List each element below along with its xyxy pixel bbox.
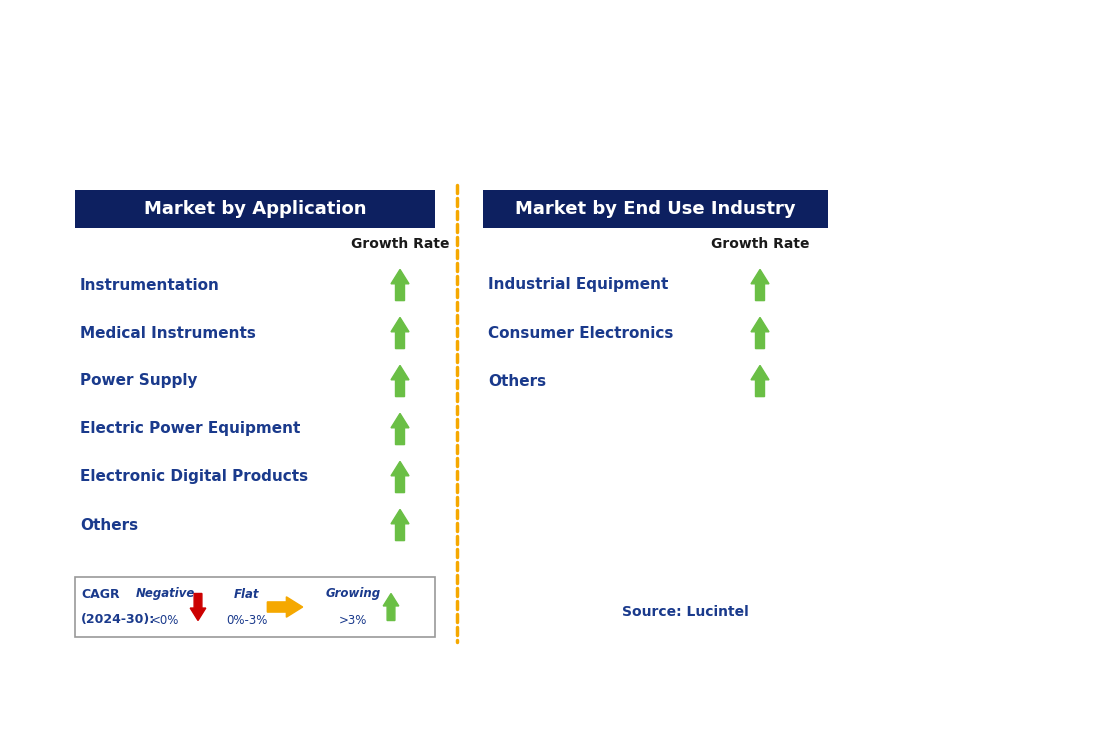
Text: CAGR: CAGR <box>81 588 119 600</box>
Text: Market by Application: Market by Application <box>144 200 366 218</box>
Text: Industrial Equipment: Industrial Equipment <box>488 277 668 293</box>
Polygon shape <box>392 366 409 397</box>
Text: Others: Others <box>80 518 138 533</box>
Text: Electric Power Equipment: Electric Power Equipment <box>80 421 301 436</box>
Polygon shape <box>751 270 769 301</box>
FancyBboxPatch shape <box>483 190 828 228</box>
Text: Negative: Negative <box>135 588 195 600</box>
Polygon shape <box>383 594 399 620</box>
Text: (2024-30):: (2024-30): <box>81 614 155 626</box>
Text: Electronic Digital Products: Electronic Digital Products <box>80 470 309 484</box>
Text: 0%-3%: 0%-3% <box>227 614 268 626</box>
Polygon shape <box>392 461 409 493</box>
Text: Instrumentation: Instrumentation <box>80 277 220 293</box>
Polygon shape <box>392 317 409 348</box>
Text: Growth Rate: Growth Rate <box>711 237 810 251</box>
Polygon shape <box>268 597 303 617</box>
Text: <0%: <0% <box>150 614 179 626</box>
Text: Consumer Electronics: Consumer Electronics <box>488 325 674 340</box>
Text: Growing: Growing <box>325 588 380 600</box>
Polygon shape <box>392 413 409 444</box>
FancyBboxPatch shape <box>75 190 435 228</box>
Polygon shape <box>751 317 769 348</box>
Text: Source: Lucintel: Source: Lucintel <box>622 605 749 619</box>
FancyBboxPatch shape <box>75 577 435 637</box>
Polygon shape <box>190 594 206 620</box>
Text: >3%: >3% <box>338 614 367 626</box>
Text: Growth Rate: Growth Rate <box>351 237 449 251</box>
Polygon shape <box>751 366 769 397</box>
Text: Medical Instruments: Medical Instruments <box>80 325 255 340</box>
Text: Power Supply: Power Supply <box>80 374 198 389</box>
Text: Flat: Flat <box>234 588 260 600</box>
Polygon shape <box>392 270 409 301</box>
Text: Market by End Use Industry: Market by End Use Industry <box>515 200 796 218</box>
Text: Others: Others <box>488 374 546 389</box>
Polygon shape <box>392 510 409 541</box>
